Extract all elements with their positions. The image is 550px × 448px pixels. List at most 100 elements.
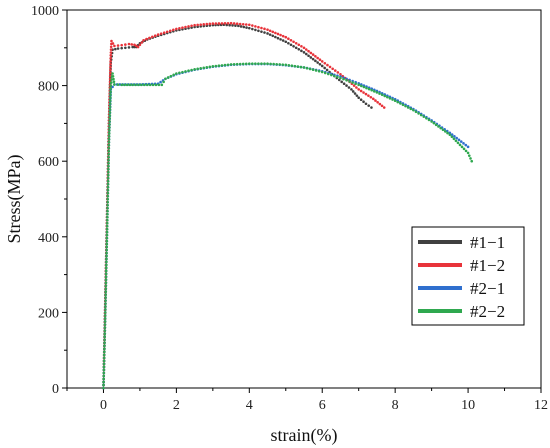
data-point bbox=[314, 59, 317, 63]
data-point bbox=[102, 380, 105, 384]
data-point bbox=[211, 65, 215, 68]
data-point bbox=[108, 99, 112, 102]
data-point bbox=[323, 71, 327, 75]
data-point bbox=[254, 25, 257, 28]
data-point bbox=[128, 83, 132, 87]
data-point bbox=[190, 68, 193, 72]
x-axis-ticks: 0 2 4 6 8 10 12 bbox=[66, 388, 548, 413]
data-point bbox=[237, 24, 240, 28]
data-point bbox=[184, 25, 187, 29]
data-point bbox=[108, 123, 111, 126]
data-point bbox=[107, 149, 111, 153]
data-point bbox=[105, 257, 108, 261]
data-point bbox=[190, 24, 193, 28]
data-point bbox=[437, 125, 440, 128]
data-point bbox=[107, 152, 110, 156]
x-tick-label: 6 bbox=[319, 398, 326, 413]
data-point bbox=[284, 35, 288, 39]
data-point bbox=[430, 120, 433, 123]
series-4 bbox=[102, 62, 474, 390]
data-point bbox=[304, 48, 308, 51]
data-point bbox=[169, 29, 172, 33]
data-point bbox=[109, 62, 112, 66]
data-point bbox=[297, 43, 301, 47]
data-point bbox=[120, 43, 123, 47]
data-point bbox=[279, 38, 282, 41]
data-point bbox=[307, 49, 310, 53]
data-point bbox=[275, 62, 278, 66]
data-point bbox=[320, 60, 324, 63]
data-point bbox=[102, 368, 106, 372]
data-point bbox=[244, 23, 248, 26]
data-point bbox=[199, 23, 202, 26]
data-point bbox=[106, 182, 110, 186]
data-point bbox=[104, 266, 108, 270]
data-point bbox=[108, 120, 111, 123]
data-point bbox=[406, 106, 410, 109]
data-point bbox=[106, 206, 109, 210]
y-axis-title: Stress(MPa) bbox=[4, 154, 25, 243]
data-point bbox=[316, 56, 319, 60]
data-point bbox=[425, 116, 428, 120]
data-point bbox=[140, 41, 144, 44]
data-point bbox=[103, 350, 106, 354]
data-point bbox=[103, 311, 107, 314]
data-point bbox=[137, 83, 140, 87]
data-point bbox=[311, 57, 315, 61]
legend-label: #2−1 bbox=[470, 279, 505, 298]
data-point bbox=[187, 25, 190, 28]
data-point bbox=[422, 115, 426, 118]
data-point bbox=[302, 46, 306, 50]
data-point bbox=[320, 64, 324, 68]
data-point bbox=[107, 155, 110, 159]
data-point bbox=[232, 22, 236, 25]
data-point bbox=[336, 71, 340, 74]
data-point bbox=[104, 269, 108, 273]
data-point bbox=[154, 83, 158, 87]
data-point bbox=[448, 133, 452, 137]
data-point bbox=[383, 94, 387, 98]
data-point bbox=[417, 112, 420, 115]
series-group bbox=[102, 21, 474, 390]
data-point bbox=[105, 239, 109, 243]
data-point bbox=[169, 74, 173, 78]
data-point bbox=[337, 78, 341, 82]
data-point bbox=[339, 76, 342, 80]
data-point bbox=[269, 62, 272, 66]
data-point bbox=[103, 335, 106, 338]
data-point bbox=[464, 143, 468, 147]
data-point bbox=[113, 44, 116, 48]
x-tick-label: 0 bbox=[100, 398, 107, 413]
data-point bbox=[391, 98, 394, 101]
data-point bbox=[401, 103, 405, 107]
data-point bbox=[367, 87, 371, 91]
data-point bbox=[187, 69, 190, 73]
data-point bbox=[102, 374, 106, 378]
data-point bbox=[193, 23, 196, 27]
x-tick-label: 2 bbox=[173, 398, 180, 413]
data-point bbox=[296, 65, 300, 68]
data-point bbox=[106, 179, 110, 183]
data-point bbox=[446, 131, 449, 135]
data-point bbox=[294, 41, 298, 45]
data-point bbox=[107, 144, 111, 147]
data-point bbox=[360, 84, 363, 88]
data-point bbox=[107, 132, 111, 135]
data-point bbox=[217, 22, 221, 25]
data-point bbox=[448, 131, 452, 135]
data-point bbox=[102, 383, 105, 387]
data-point bbox=[111, 85, 114, 89]
data-point bbox=[364, 102, 368, 106]
data-point bbox=[342, 77, 345, 81]
data-point bbox=[263, 27, 266, 31]
data-point bbox=[220, 22, 224, 25]
data-point bbox=[131, 83, 134, 87]
data-point bbox=[443, 130, 447, 133]
data-point bbox=[113, 83, 116, 86]
data-point bbox=[466, 151, 470, 155]
data-point bbox=[151, 35, 154, 39]
data-point bbox=[104, 302, 107, 305]
data-point bbox=[333, 74, 336, 78]
data-point bbox=[172, 28, 175, 32]
data-point bbox=[136, 45, 140, 49]
